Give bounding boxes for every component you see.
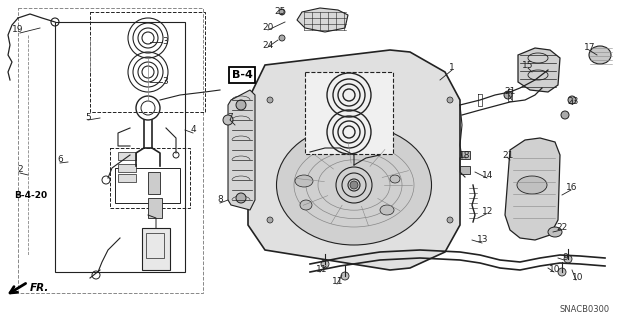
Ellipse shape (380, 205, 394, 215)
Circle shape (504, 91, 512, 99)
Text: 10: 10 (572, 273, 584, 283)
Ellipse shape (300, 200, 312, 210)
Text: 5: 5 (85, 114, 91, 122)
Circle shape (568, 96, 576, 104)
Circle shape (236, 100, 246, 110)
Bar (142, 228, 170, 270)
Polygon shape (505, 138, 560, 240)
Text: 17: 17 (584, 43, 596, 53)
Ellipse shape (390, 175, 400, 183)
Bar (110, 148, 190, 208)
Text: 25: 25 (275, 8, 285, 17)
Bar (18, 8, 203, 293)
Circle shape (561, 111, 569, 119)
Text: 13: 13 (477, 235, 489, 244)
Circle shape (564, 255, 572, 263)
Text: FR.: FR. (30, 283, 49, 293)
Bar (118, 164, 136, 172)
Text: 2: 2 (17, 166, 23, 174)
Text: 10: 10 (549, 265, 561, 275)
Text: B-4-20: B-4-20 (14, 190, 47, 199)
Bar (90, 12, 205, 112)
Text: 21: 21 (504, 87, 516, 97)
Text: 23: 23 (567, 98, 579, 107)
Circle shape (267, 217, 273, 223)
Text: 1: 1 (449, 63, 455, 72)
Text: 11: 11 (316, 265, 328, 275)
Text: 21: 21 (502, 151, 514, 160)
Text: 3: 3 (162, 38, 168, 47)
Polygon shape (248, 50, 460, 270)
Bar (148, 172, 160, 194)
Circle shape (279, 35, 285, 41)
Circle shape (223, 115, 233, 125)
Text: 7: 7 (227, 114, 233, 122)
Circle shape (350, 181, 358, 189)
Ellipse shape (295, 175, 313, 187)
Bar (460, 166, 470, 174)
Circle shape (236, 193, 246, 203)
Text: B-4: B-4 (232, 70, 252, 80)
Text: 15: 15 (522, 61, 534, 70)
Text: 16: 16 (566, 183, 578, 192)
Circle shape (321, 260, 329, 268)
Ellipse shape (548, 227, 562, 237)
Text: 8: 8 (217, 196, 223, 204)
Polygon shape (297, 8, 348, 32)
Circle shape (279, 9, 285, 15)
Text: 22: 22 (556, 224, 568, 233)
Polygon shape (518, 48, 560, 92)
Text: 19: 19 (12, 26, 24, 34)
Circle shape (447, 217, 453, 223)
Circle shape (267, 97, 273, 103)
Bar (55, 22, 185, 272)
Text: 3: 3 (162, 78, 168, 86)
Text: 12: 12 (483, 207, 493, 217)
Circle shape (558, 268, 566, 276)
Text: SNACB0300: SNACB0300 (560, 306, 610, 315)
Text: 11: 11 (332, 278, 344, 286)
Ellipse shape (589, 46, 611, 64)
Ellipse shape (517, 176, 547, 194)
Text: 14: 14 (483, 170, 493, 180)
Circle shape (447, 97, 453, 103)
Ellipse shape (276, 125, 431, 245)
Bar (460, 151, 470, 159)
Circle shape (341, 272, 349, 280)
Text: 18: 18 (460, 151, 471, 160)
Text: 20: 20 (262, 24, 274, 33)
Polygon shape (228, 90, 255, 210)
Bar (305, 72, 393, 154)
Text: 9: 9 (562, 254, 568, 263)
Text: 24: 24 (262, 41, 274, 49)
Bar (115, 168, 180, 203)
Bar (118, 174, 136, 182)
Text: 4: 4 (190, 125, 196, 135)
Bar (118, 152, 136, 160)
Text: 6: 6 (57, 155, 63, 165)
Bar (146, 233, 164, 258)
Bar (148, 198, 162, 218)
